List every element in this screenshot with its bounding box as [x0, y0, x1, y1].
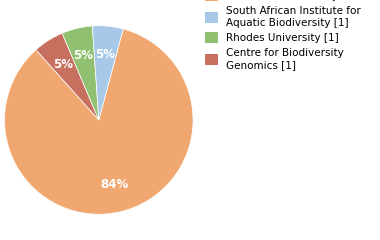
Text: 84%: 84%: [100, 178, 128, 191]
Wedge shape: [36, 33, 99, 120]
Wedge shape: [92, 26, 123, 120]
Wedge shape: [62, 26, 99, 120]
Legend: Naturalis Biodiversity Center [16], South African Institute for
Aquatic Biodiver: Naturalis Biodiversity Center [16], Sout…: [203, 0, 380, 72]
Text: 5%: 5%: [73, 49, 93, 62]
Wedge shape: [5, 29, 193, 214]
Text: 5%: 5%: [95, 48, 115, 61]
Text: 5%: 5%: [54, 58, 73, 71]
